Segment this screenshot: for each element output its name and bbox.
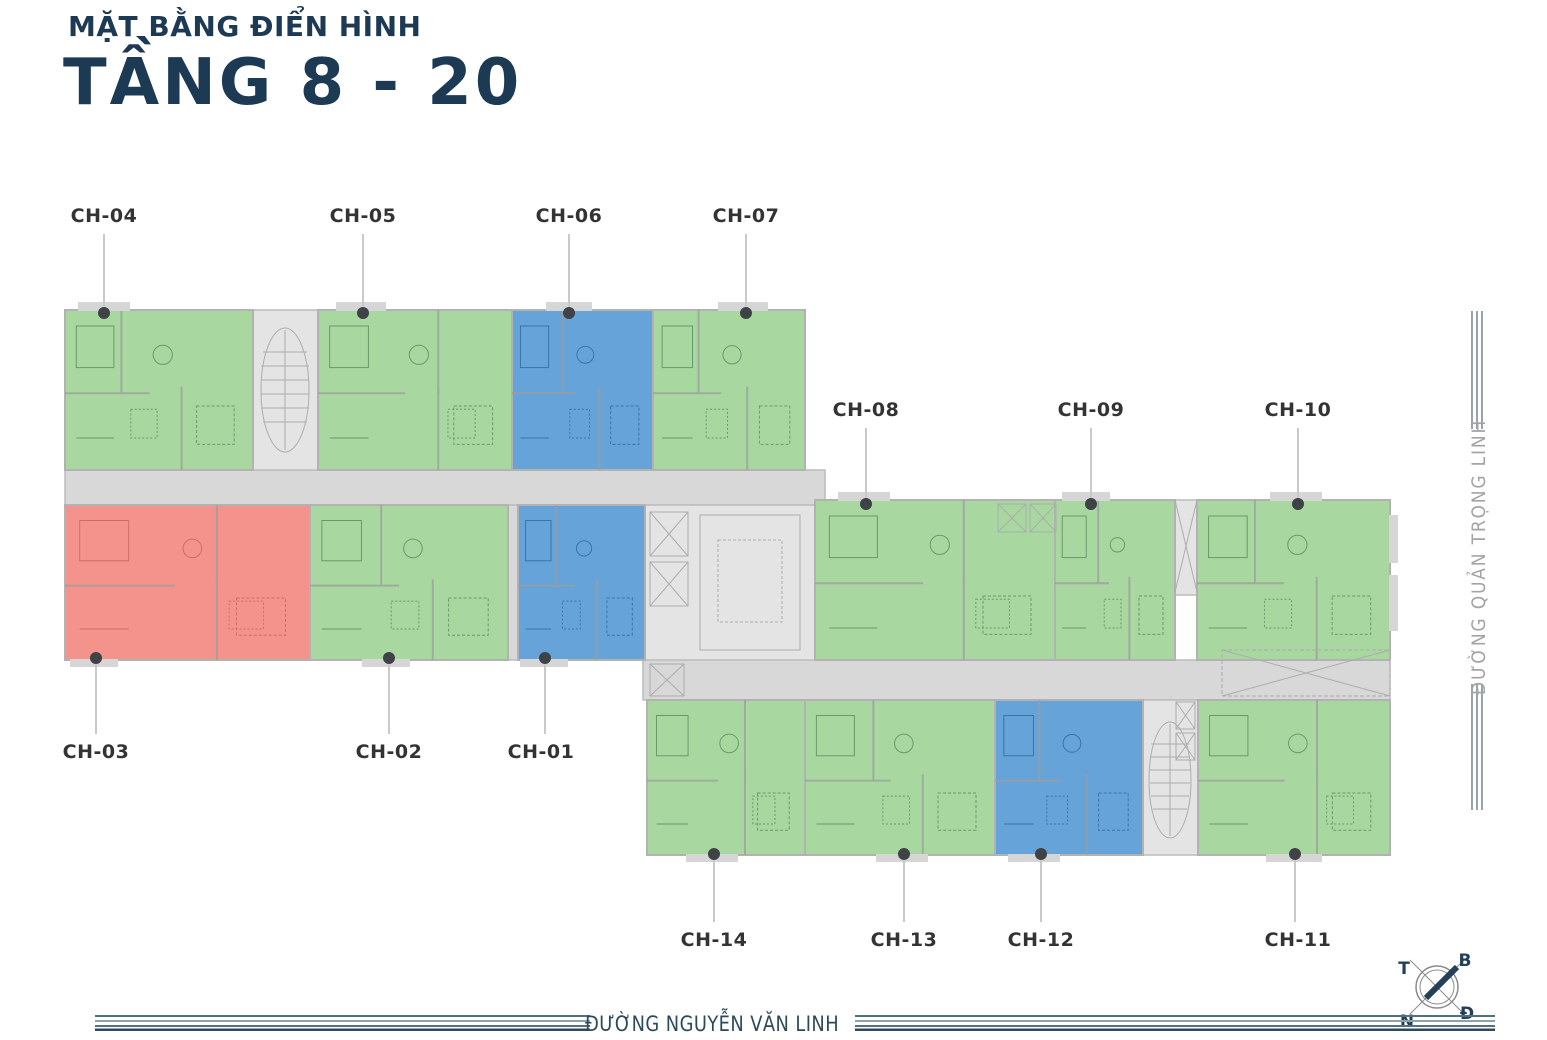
compass-letter-north: B [1459,951,1472,971]
label-CH-08: CH-08 [832,399,900,421]
dot-CH-02 [383,652,395,664]
label-CH-06: CH-06 [535,205,603,227]
unit-CH-09[interactable] [1054,499,1176,661]
dot-CH-14 [708,848,720,860]
label-CH-03: CH-03 [62,741,130,763]
core-lobby [699,514,801,651]
service-sliver [507,504,519,661]
dot-CH-10 [1292,498,1304,510]
label-CH-07: CH-07 [712,205,780,227]
unit-CH-04[interactable] [64,309,254,471]
room-detail-CH-11 [1198,700,1372,855]
room-detail-CH-05 [318,310,494,470]
dot-CH-09 [1085,498,1097,510]
dot-CH-06 [563,307,575,319]
dot-CH-04 [98,307,110,319]
street-rule-right-bottom [1471,684,1484,810]
label-CH-02: CH-02 [355,741,423,763]
dot-CH-08 [860,498,872,510]
unit-CH-02[interactable] [309,504,509,661]
corridor-ramp [1221,649,1391,697]
unit-callouts [90,234,1304,922]
label-CH-09: CH-09 [1057,399,1125,421]
unit-CH-12[interactable] [994,699,1144,856]
street-name-right: ĐƯỜNG QUẢN TRỌNG LINH [1468,418,1490,696]
room-detail-CH-02 [310,505,489,660]
label-CH-01: CH-01 [507,741,575,763]
elevator-right [1175,701,1196,761]
room-detail-CH-04 [65,310,235,470]
unit-CH-11[interactable] [1197,699,1391,856]
street-rule-right [855,1015,1495,1031]
compass-needle [1423,964,1460,1001]
dot-CH-13 [898,848,910,860]
label-CH-05: CH-05 [329,205,397,227]
room-detail-CH-01 [518,505,633,660]
small-shafts [997,499,1198,593]
unit-CH-08[interactable] [814,499,1056,661]
stairwell-left [260,327,310,453]
dot-CH-03 [90,652,102,664]
dot-CH-11 [1289,848,1301,860]
room-detail-CH-10 [1197,500,1372,660]
unit-CH-03[interactable] [64,504,311,661]
dot-CH-07 [740,307,752,319]
street-rule-right-top [1471,311,1484,429]
street-name-bottom: ĐƯỜNG NGUYỄN VĂN LINH [584,1012,840,1036]
page-title: TẦNG 8 - 20 [63,46,523,120]
dot-CH-12 [1035,848,1047,860]
room-detail-CH-07 [653,310,791,470]
dot-CH-01 [539,652,551,664]
unit-interior-details [65,310,1372,855]
label-CH-04: CH-04 [70,205,138,227]
room-detail-CH-12 [995,700,1129,855]
label-CH-14: CH-14 [680,929,748,951]
room-detail-CH-08 [815,500,1032,660]
unit-CH-06[interactable] [511,309,654,471]
elevator-bank [649,511,689,697]
room-detail-CH-14 [647,700,790,855]
dot-CH-05 [357,307,369,319]
apartment-units [64,309,1391,856]
unit-CH-13[interactable] [804,699,996,856]
unit-CH-05[interactable] [317,309,513,471]
page-subtitle: MẶT BẰNG ĐIỂN HÌNH [68,10,422,43]
label-CH-11: CH-11 [1264,929,1332,951]
unit-CH-10[interactable] [1196,499,1391,661]
room-detail-CH-09 [1055,500,1164,660]
room-detail-CH-13 [805,700,977,855]
label-CH-12: CH-12 [1007,929,1075,951]
corridor-left-wing [64,469,826,506]
unit-CH-01[interactable] [517,504,646,661]
unit-CH-07[interactable] [652,309,806,471]
stairwell-right [1148,721,1192,839]
core-details [70,302,1398,862]
central-core [642,504,826,663]
room-detail-CH-03 [65,505,286,660]
room-detail-CH-06 [512,310,640,470]
compass-letter-west: T [1398,959,1410,979]
unit-CH-14[interactable] [646,699,806,856]
street-rule-left [95,1015,590,1031]
label-CH-13: CH-13 [870,929,938,951]
label-CH-10: CH-10 [1264,399,1332,421]
corridor-right-wing [642,659,1391,701]
